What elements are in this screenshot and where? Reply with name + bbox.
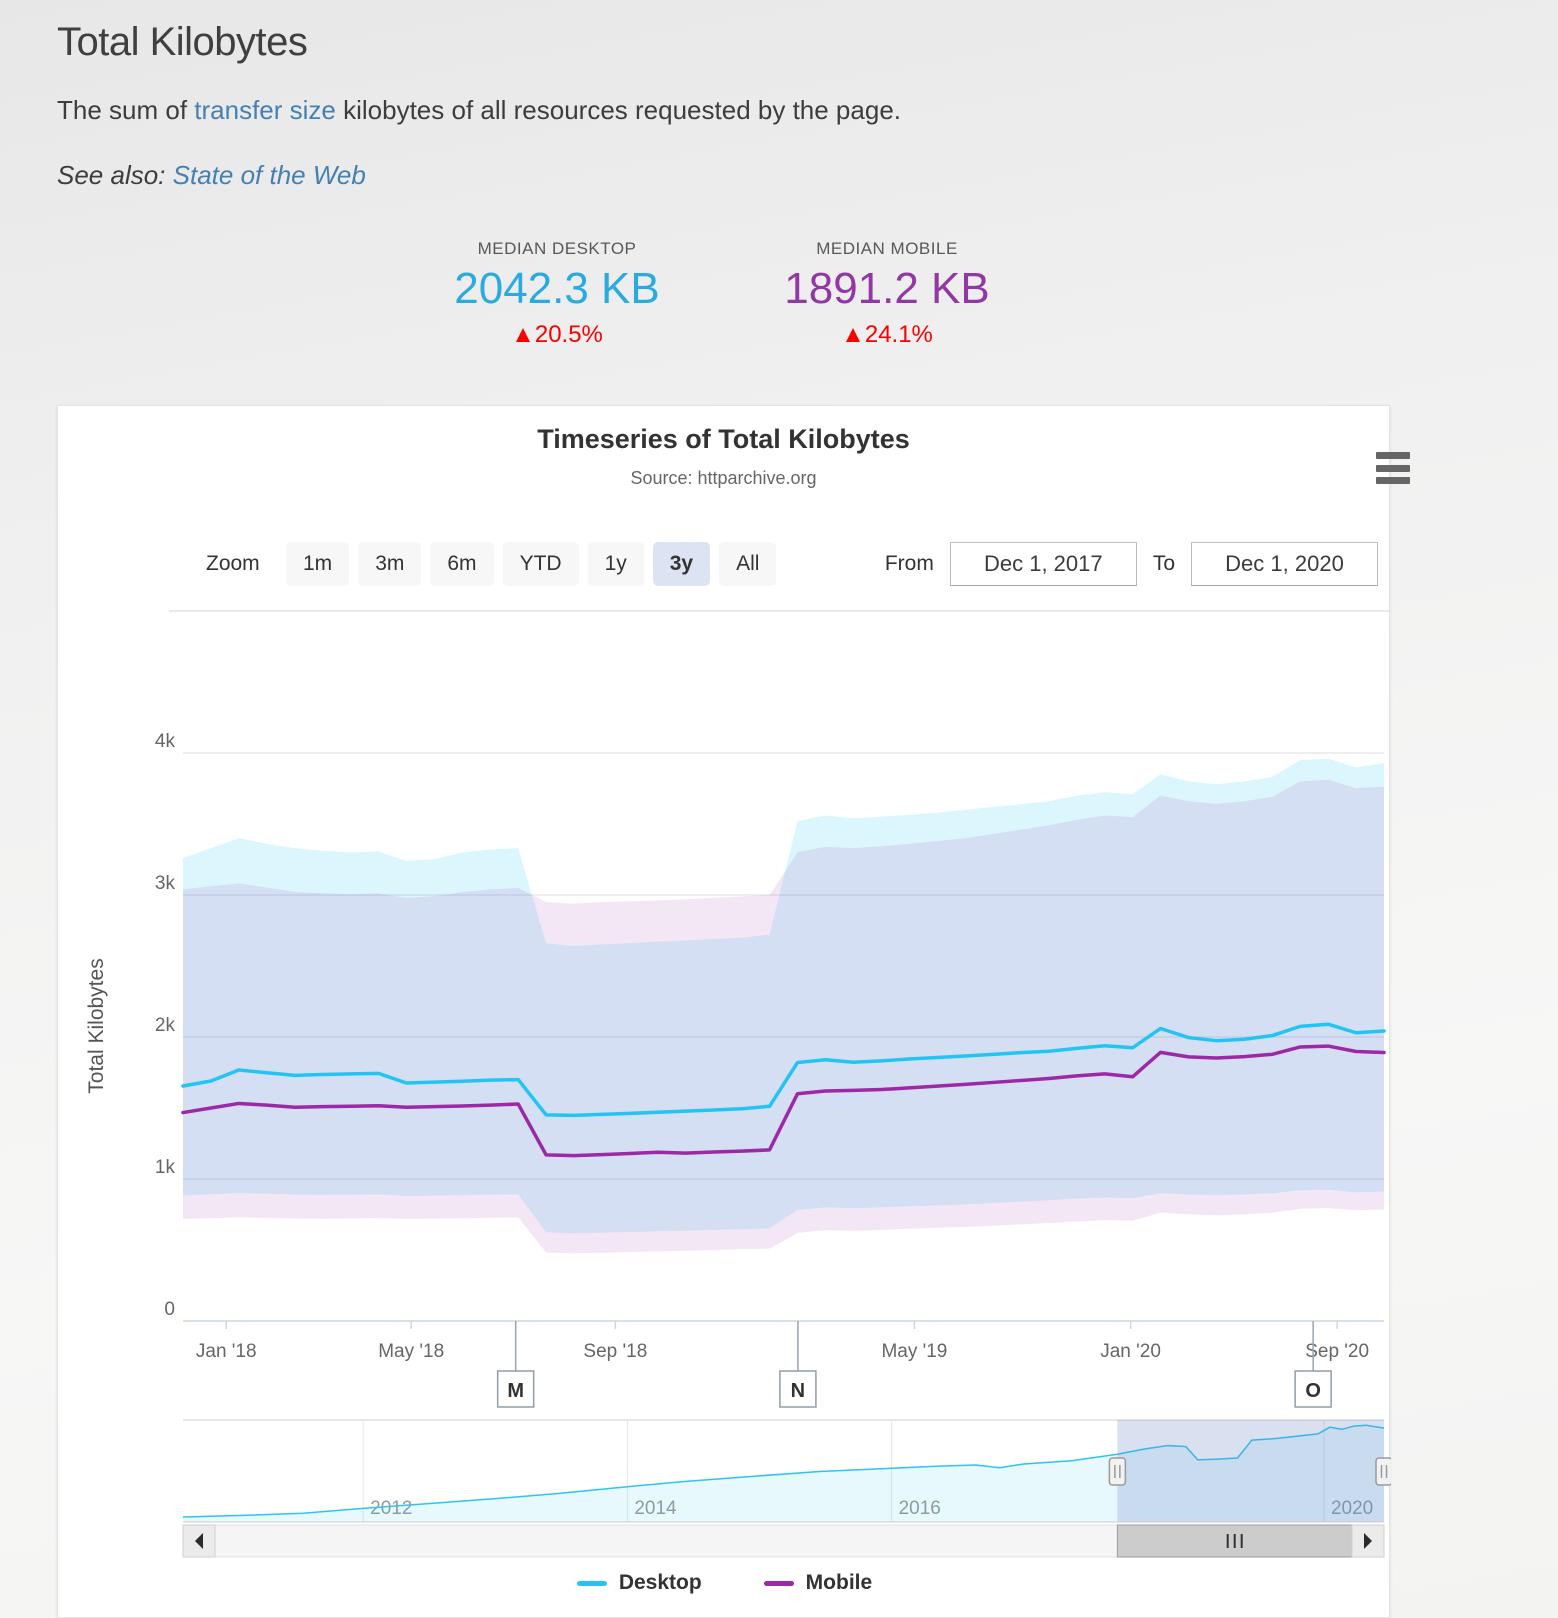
date-range-inputs: From To: [885, 542, 1378, 586]
navigator-handle-right[interactable]: [1375, 1457, 1391, 1486]
burger-bar: [1376, 477, 1410, 484]
navigator-year-label: 2020: [1331, 1498, 1373, 1519]
navigator-line: [182, 1424, 1385, 1518]
left-arrow-icon: [195, 1533, 203, 1549]
chart-canvas: 0 1k 2k 3k 4k Total Kilobytes Jan '18 May '18 Se…: [85, 610, 1391, 1558]
legend-item-mobile[interactable]: Mobile: [763, 1571, 873, 1595]
legend-label-mobile: Mobile: [805, 1571, 873, 1594]
median-desktop-label: MEDIAN DESKTOP: [477, 239, 637, 258]
navigator-handle-left[interactable]: [1108, 1457, 1127, 1486]
right-arrow-icon: [1364, 1533, 1372, 1549]
chart-subtitle: Source: httparchive.org: [630, 468, 817, 488]
y-axis-title: Total Kilobytes: [85, 958, 108, 1093]
median-desktop-stat: MEDIAN DESKTOP 2042.3 KB ▲20.5%: [392, 239, 722, 349]
x-tick-label: May '19: [881, 1341, 947, 1362]
mobile-iqr-band: [183, 779, 1384, 1254]
navigator-year-label: 2016: [899, 1498, 941, 1519]
mobile-line-swatch: [763, 1580, 794, 1586]
from-date-input[interactable]: [949, 542, 1137, 586]
desktop-iqr-band: [183, 758, 1384, 1234]
see-also-label: See also:: [57, 160, 173, 190]
zoom-button-1m[interactable]: 1m: [286, 542, 350, 586]
desktop-line-swatch: [576, 1580, 607, 1586]
zoom-buttons: 1m 3m 6m YTD 1y 3y All: [286, 542, 777, 586]
export-menu-icon[interactable]: [1376, 452, 1410, 484]
median-stats: MEDIAN DESKTOP 2042.3 KB ▲20.5% MEDIAN M…: [0, 239, 1501, 349]
x-tick-label: Sep '18: [583, 1341, 647, 1362]
zoom-button-3m[interactable]: 3m: [358, 542, 422, 586]
y-tick-label: 3k: [155, 873, 176, 894]
median-mobile-value: 1891.2 KB: [784, 264, 990, 313]
see-also: See also: State of the Web: [57, 160, 1558, 191]
legend-label-desktop: Desktop: [618, 1571, 702, 1594]
chart-title: Timeseries of Total Kilobytes: [537, 424, 910, 454]
timeseries-chart-card: Timeseries of Total Kilobytes Source: ht…: [57, 405, 1410, 1618]
page-title: Total Kilobytes: [57, 20, 308, 64]
x-tick-label: Jan '18: [196, 1341, 257, 1362]
navigator-year-label: 2012: [370, 1498, 412, 1519]
x-tick-label: Jan '20: [1100, 1341, 1161, 1362]
x-tick-label: Sep '20: [1305, 1341, 1369, 1362]
description-text: The sum of: [57, 95, 195, 125]
flag-label-M: M: [507, 1380, 524, 1402]
flag-label-O: O: [1305, 1380, 1321, 1402]
burger-bar: [1376, 464, 1410, 472]
median-mobile-change: ▲24.1%: [841, 321, 933, 349]
to-date-input[interactable]: [1191, 542, 1378, 586]
flag-M[interactable]: [496, 1370, 535, 1408]
y-tick-label: 0: [164, 1299, 175, 1320]
page-header: Total Kilobytes The sum of transfer size…: [0, 0, 1558, 191]
median-desktop-value: 2042.3 KB: [454, 264, 660, 313]
x-tick-label: May '18: [378, 1341, 444, 1362]
navigator-year-label: 2014: [634, 1498, 677, 1519]
description-text-2: kilobytes of all resources requested by …: [335, 95, 901, 125]
zoom-button-1y[interactable]: 1y: [587, 542, 644, 586]
page-description: The sum of transfer size kilobytes of al…: [57, 95, 1558, 126]
mobile-median-line: [181, 1044, 1386, 1158]
median-desktop-change: ▲20.5%: [511, 321, 603, 349]
to-label: To: [1152, 552, 1175, 575]
y-tick-label: 1k: [155, 1157, 176, 1178]
zoom-button-ytd[interactable]: YTD: [502, 542, 579, 586]
desktop-median-line: [181, 1022, 1386, 1118]
from-label: From: [884, 552, 934, 575]
flag-label-N: N: [791, 1380, 805, 1402]
zoom-button-6m[interactable]: 6m: [430, 542, 494, 586]
zoom-button-all[interactable]: All: [719, 542, 777, 586]
burger-bar: [1376, 452, 1410, 459]
transfer-size-link[interactable]: transfer size: [194, 95, 336, 125]
zoom-label: Zoom: [206, 552, 260, 575]
state-of-the-web-link[interactable]: State of the Web: [172, 160, 366, 190]
zoom-button-3y[interactable]: 3y: [652, 542, 711, 586]
median-mobile-label: MEDIAN MOBILE: [816, 239, 958, 258]
scrollbar-right-arrow[interactable]: [1351, 1524, 1385, 1558]
navigator-area: [183, 1425, 1384, 1522]
navigator-selection-mask[interactable]: [1117, 1420, 1384, 1522]
y-tick-label: 4k: [155, 731, 176, 752]
scrollbar-left-arrow[interactable]: [182, 1524, 216, 1558]
median-mobile-stat: MEDIAN MOBILE 1891.2 KB ▲24.1%: [722, 239, 1052, 349]
legend-item-desktop[interactable]: Desktop: [576, 1571, 702, 1595]
range-selector: Zoom 1m 3m 6m YTD 1y 3y All From To: [58, 542, 1391, 588]
y-tick-label: 2k: [155, 1015, 176, 1036]
flag-O[interactable]: [1294, 1370, 1332, 1408]
flag-N[interactable]: [779, 1370, 817, 1408]
chart-legend: Desktop Mobile: [58, 1571, 1391, 1595]
